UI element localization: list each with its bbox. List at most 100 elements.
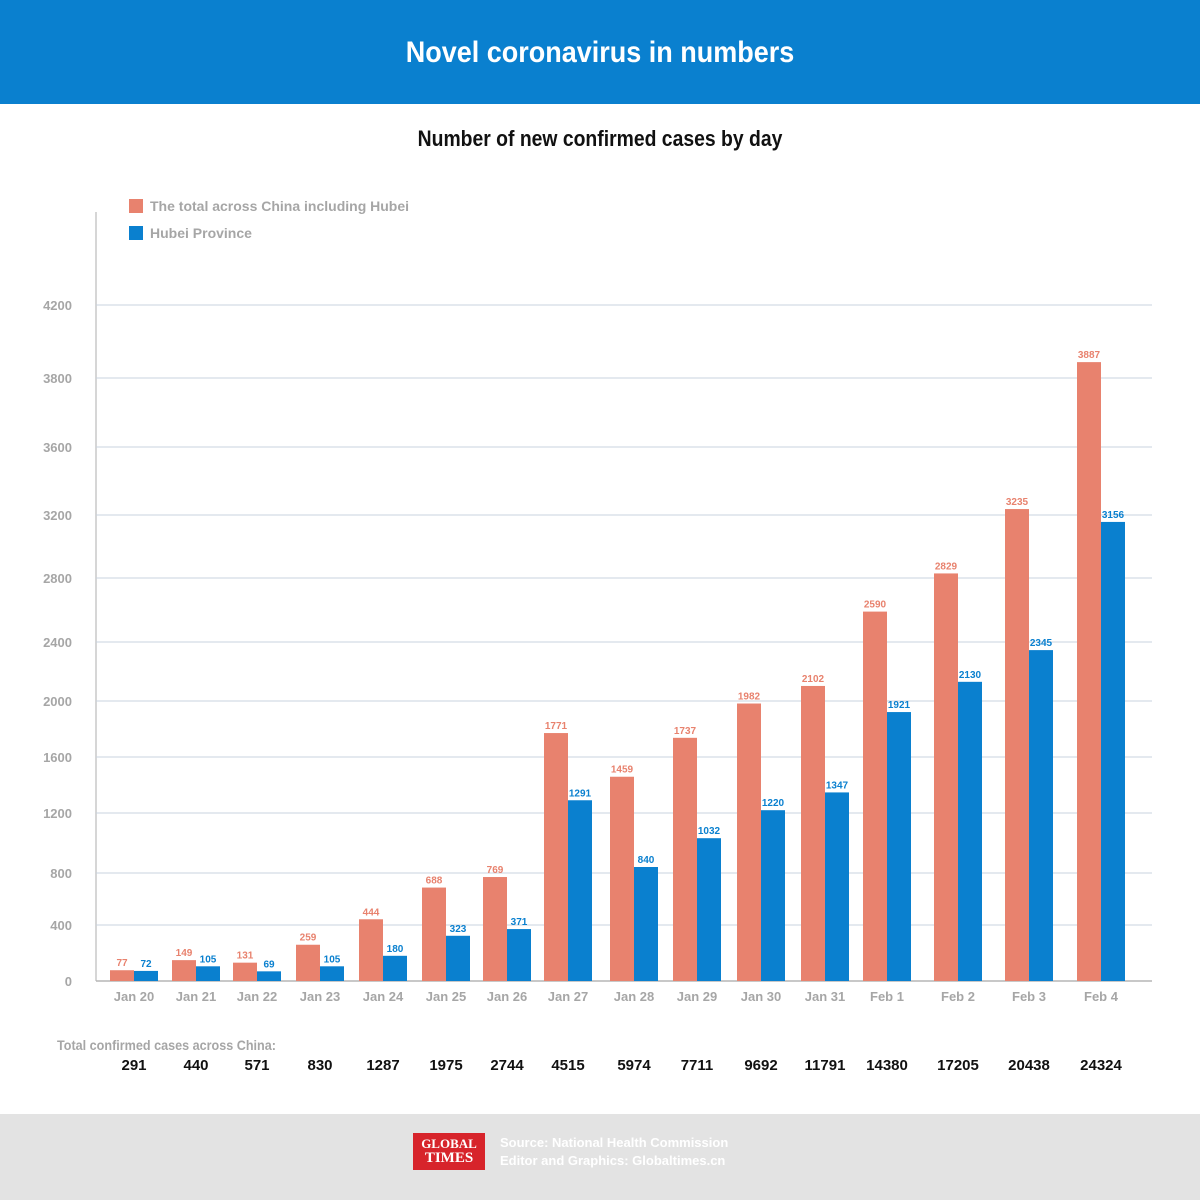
- total-cases-value: 1975: [429, 1057, 462, 1074]
- bar-hubei: [761, 810, 785, 981]
- data-label: 1771: [545, 721, 568, 732]
- bar-hubei: [196, 966, 220, 981]
- credits: Source: National Health Commission Edito…: [500, 1134, 728, 1170]
- total-cases-value: 20438: [1008, 1057, 1050, 1074]
- y-tick-label: 3600: [43, 440, 72, 455]
- bar-hubei: [958, 681, 982, 981]
- source-text: Source: National Health Commission: [500, 1135, 729, 1150]
- data-label: 323: [450, 924, 467, 935]
- legend-label: The total across China including Hubei: [150, 198, 409, 214]
- x-tick-label: Jan 25: [426, 989, 466, 1004]
- total-cases-value: 11791: [805, 1057, 846, 1074]
- bar-china: [359, 919, 383, 981]
- data-label: 1220: [762, 798, 785, 809]
- legend-label: Hubei Province: [150, 225, 252, 241]
- x-tick-label: Jan 24: [363, 989, 404, 1004]
- data-label: 2102: [802, 674, 825, 685]
- bar-china: [1077, 362, 1101, 981]
- total-cases-value: 14380: [866, 1057, 908, 1074]
- data-label: 105: [324, 954, 341, 965]
- x-tick-label: Feb 4: [1084, 989, 1119, 1004]
- data-label: 69: [263, 959, 275, 970]
- editor-credit: Editor and Graphics: Globaltimes.cn: [500, 1153, 726, 1168]
- data-label: 1921: [888, 700, 911, 711]
- x-tick-label: Jan 22: [237, 989, 277, 1004]
- bar-hubei: [825, 792, 849, 981]
- bar-hubei: [446, 935, 470, 981]
- bar-china: [483, 877, 507, 981]
- total-cases-value: 9692: [744, 1057, 777, 1074]
- chart-title: Number of new confirmed cases by day: [417, 126, 783, 151]
- total-cases-value: 440: [183, 1057, 208, 1074]
- data-label: 371: [511, 917, 528, 928]
- x-tick-label: Jan 20: [114, 989, 154, 1004]
- x-tick-label: Jan 26: [487, 989, 527, 1004]
- bar-china: [934, 573, 958, 981]
- bar-hubei: [257, 971, 281, 981]
- bar-china: [610, 776, 634, 981]
- bar-china: [737, 703, 761, 981]
- data-label: 3887: [1078, 350, 1101, 361]
- x-tick-label: Jan 21: [176, 989, 216, 1004]
- data-label: 2345: [1030, 638, 1053, 649]
- data-label: 688: [426, 876, 443, 887]
- bar-hubei: [568, 800, 592, 981]
- bar-china: [296, 944, 320, 981]
- y-tick-label: 2400: [43, 635, 72, 650]
- bar-china: [1005, 509, 1029, 981]
- data-label: 72: [140, 959, 152, 970]
- data-label: 444: [363, 907, 380, 918]
- bar-hubei: [887, 712, 911, 981]
- y-tick-label: 0: [65, 974, 72, 989]
- footer: [0, 1114, 1200, 1200]
- y-tick-label: 2800: [43, 571, 72, 586]
- data-label: 840: [638, 855, 655, 866]
- y-tick-label: 2000: [43, 694, 72, 709]
- data-label: 1982: [738, 692, 761, 703]
- y-tick-label: 400: [50, 918, 72, 933]
- total-cases-value: 2744: [490, 1057, 524, 1074]
- x-tick-label: Feb 3: [1012, 989, 1046, 1004]
- legend-swatch: [129, 226, 143, 240]
- total-cases-value: 830: [307, 1057, 332, 1074]
- bar-china: [863, 611, 887, 981]
- data-label: 180: [387, 944, 404, 955]
- bar-china: [801, 685, 825, 981]
- bar-china: [422, 887, 446, 981]
- global-times-logo: GLOBAL TIMES: [413, 1133, 485, 1170]
- x-tick-label: Jan 27: [548, 989, 588, 1004]
- bar-hubei: [134, 970, 158, 981]
- bar-hubei: [634, 867, 658, 981]
- bar-hubei: [1029, 650, 1053, 981]
- bar-china: [544, 733, 568, 981]
- y-tick-label: 1600: [43, 750, 72, 765]
- data-label: 1459: [611, 765, 634, 776]
- bar-china: [233, 962, 257, 981]
- bar-chart: 0 400 800 1200 1600 2000 2400 2800 3200 3600 3800 4…: [43, 198, 1152, 1074]
- bar-china: [172, 960, 196, 981]
- data-label: 1291: [569, 788, 592, 799]
- data-label: 2590: [864, 600, 887, 611]
- page-title: Novel coronavirus in numbers: [405, 36, 795, 69]
- data-label: 1032: [698, 826, 721, 837]
- bar-hubei: [697, 838, 721, 981]
- data-label: 1737: [674, 726, 697, 737]
- data-label: 2829: [935, 561, 958, 572]
- data-label: 149: [176, 948, 193, 959]
- total-cases-value: 17205: [937, 1057, 979, 1074]
- total-cases-value: 4515: [551, 1057, 584, 1074]
- data-label: 1347: [826, 780, 849, 791]
- header-banner: Novel coronavirus in numbers: [0, 0, 1200, 104]
- total-cases-value: 571: [244, 1057, 269, 1074]
- data-label: 77: [116, 958, 128, 969]
- data-label: 2130: [959, 670, 982, 681]
- data-label: 769: [487, 865, 504, 876]
- x-tick-label: Jan 23: [300, 989, 340, 1004]
- x-tick-label: Jan 29: [677, 989, 717, 1004]
- total-cases-value: 24324: [1080, 1057, 1122, 1074]
- x-tick-label: Feb 2: [941, 989, 975, 1004]
- bar-hubei: [507, 929, 531, 981]
- data-label: 259: [300, 933, 317, 944]
- legend-swatch: [129, 199, 143, 213]
- x-tick-label: Feb 1: [870, 989, 904, 1004]
